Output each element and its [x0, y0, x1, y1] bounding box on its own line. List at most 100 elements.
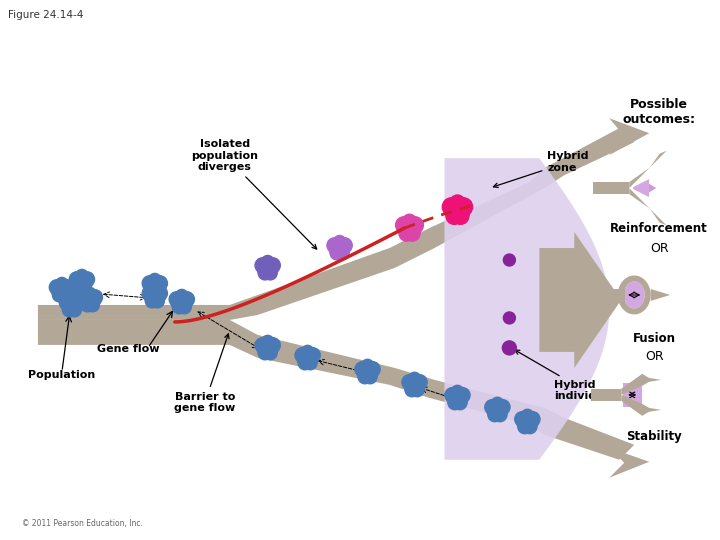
Text: OR: OR [645, 350, 664, 363]
Circle shape [364, 370, 377, 384]
Polygon shape [649, 184, 656, 192]
Polygon shape [38, 128, 634, 320]
Polygon shape [593, 182, 629, 194]
Circle shape [365, 362, 380, 377]
Circle shape [144, 286, 166, 307]
Polygon shape [609, 448, 649, 478]
Circle shape [329, 238, 350, 259]
Circle shape [257, 258, 278, 279]
Text: Figure 24.14-4: Figure 24.14-4 [8, 10, 84, 21]
Circle shape [453, 396, 467, 410]
Circle shape [330, 246, 344, 260]
Text: Population: Population [28, 370, 96, 380]
Circle shape [358, 370, 372, 384]
Circle shape [49, 280, 65, 295]
Circle shape [518, 420, 531, 434]
Circle shape [503, 341, 516, 355]
Circle shape [452, 208, 469, 224]
Circle shape [445, 388, 460, 403]
Circle shape [305, 348, 320, 363]
Circle shape [261, 335, 274, 348]
Text: Fusion: Fusion [633, 332, 675, 345]
Circle shape [408, 372, 420, 385]
Circle shape [148, 284, 161, 296]
Circle shape [59, 280, 75, 295]
Text: Hybrid
individual: Hybrid individual [515, 350, 616, 401]
Polygon shape [609, 118, 649, 155]
Circle shape [485, 400, 500, 415]
Polygon shape [624, 383, 642, 407]
Circle shape [402, 214, 416, 228]
Circle shape [142, 286, 158, 301]
Text: Hybrid
zone: Hybrid zone [493, 151, 589, 187]
Text: Possible
outcomes:: Possible outcomes: [623, 98, 696, 126]
Circle shape [523, 420, 537, 434]
Circle shape [265, 338, 280, 353]
Circle shape [336, 246, 349, 260]
Circle shape [521, 409, 534, 422]
Circle shape [258, 266, 272, 280]
Circle shape [144, 275, 166, 296]
Circle shape [78, 280, 91, 294]
Circle shape [399, 226, 414, 241]
Text: OR: OR [650, 242, 668, 255]
Circle shape [454, 198, 472, 216]
Circle shape [84, 287, 96, 300]
Polygon shape [649, 151, 667, 168]
Polygon shape [633, 179, 649, 197]
Circle shape [402, 375, 417, 390]
Circle shape [255, 258, 270, 273]
Circle shape [405, 226, 420, 241]
Circle shape [55, 278, 68, 290]
Circle shape [61, 294, 83, 315]
Circle shape [73, 280, 86, 294]
Circle shape [303, 356, 317, 370]
Text: Gene flow: Gene flow [96, 344, 159, 354]
Circle shape [152, 276, 168, 291]
Polygon shape [651, 289, 670, 301]
Circle shape [405, 383, 419, 397]
Circle shape [150, 294, 164, 308]
Circle shape [71, 272, 92, 293]
Circle shape [495, 400, 510, 415]
Polygon shape [618, 275, 651, 314]
Text: Isolated
population
diverges: Isolated population diverges [192, 139, 317, 249]
Circle shape [63, 303, 76, 317]
Circle shape [398, 217, 421, 240]
Circle shape [145, 284, 159, 298]
Circle shape [145, 294, 159, 308]
Circle shape [327, 238, 342, 253]
Polygon shape [629, 161, 657, 188]
Circle shape [445, 198, 470, 222]
Circle shape [503, 254, 516, 266]
Circle shape [66, 292, 78, 305]
Text: Reinforcement: Reinforcement [611, 222, 708, 235]
Circle shape [142, 276, 158, 291]
Circle shape [172, 300, 186, 314]
Polygon shape [642, 377, 661, 383]
Circle shape [51, 279, 73, 301]
Text: Stability: Stability [626, 430, 682, 443]
Circle shape [491, 397, 504, 410]
Circle shape [152, 286, 168, 301]
Circle shape [69, 295, 84, 310]
Circle shape [53, 288, 66, 302]
Polygon shape [444, 158, 609, 460]
Circle shape [297, 347, 318, 368]
Polygon shape [629, 188, 657, 215]
Polygon shape [604, 289, 625, 301]
Circle shape [169, 292, 184, 307]
Circle shape [493, 408, 507, 422]
Circle shape [442, 198, 461, 216]
Circle shape [301, 346, 314, 358]
Polygon shape [591, 389, 621, 401]
Circle shape [59, 295, 74, 310]
Circle shape [515, 411, 530, 427]
Circle shape [257, 338, 278, 359]
Polygon shape [621, 374, 652, 395]
Circle shape [333, 235, 346, 248]
Polygon shape [649, 208, 667, 226]
Circle shape [407, 217, 423, 233]
Circle shape [357, 361, 378, 382]
Polygon shape [624, 281, 644, 308]
